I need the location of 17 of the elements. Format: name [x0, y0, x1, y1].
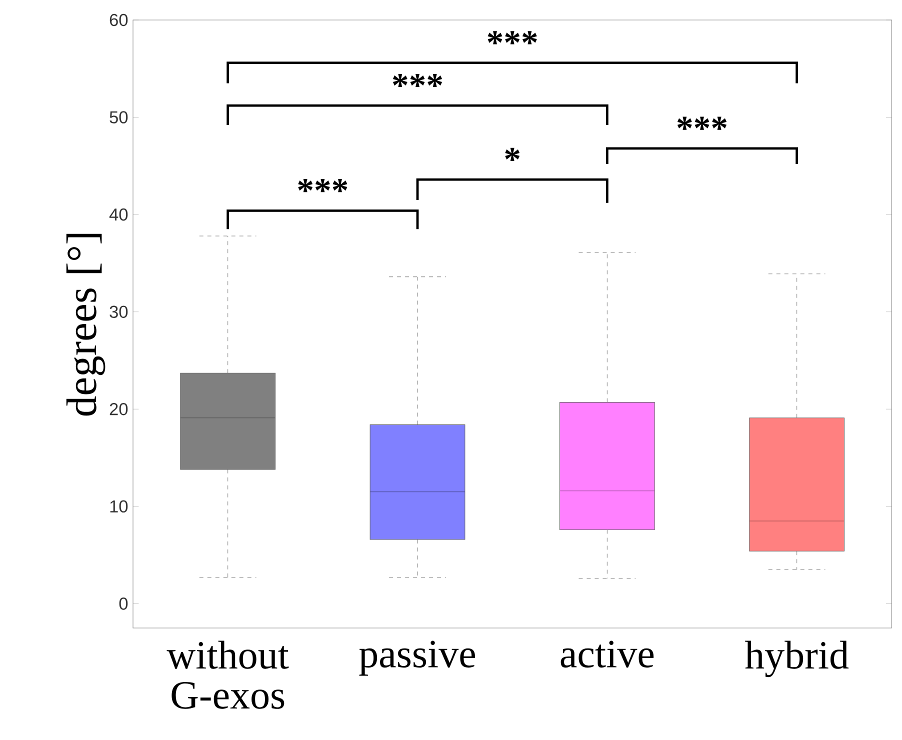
y-tick-label: 30 [110, 306, 128, 318]
annotation: * [505, 148, 520, 161]
y-tick-label: 0 [119, 598, 128, 610]
y-tick-label: 40 [109, 208, 128, 221]
y-tick-label: 60 [110, 14, 128, 26]
y-tick-label: 20 [110, 402, 128, 416]
x-tick-label: hybrid [745, 640, 849, 678]
y-tick-label: 50 [110, 111, 128, 124]
y-axis-title: degrees [°] [66, 234, 106, 416]
y-tick-label: 10 [110, 500, 128, 513]
annotation: *** [488, 31, 537, 44]
x-tick-label: passive [359, 640, 475, 676]
annotation: *** [677, 116, 727, 130]
annotation: *** [392, 74, 442, 88]
x-tick-label: active [560, 640, 654, 668]
x-tick-label: without G-exos [166, 640, 289, 709]
annotation: *** [298, 179, 348, 192]
